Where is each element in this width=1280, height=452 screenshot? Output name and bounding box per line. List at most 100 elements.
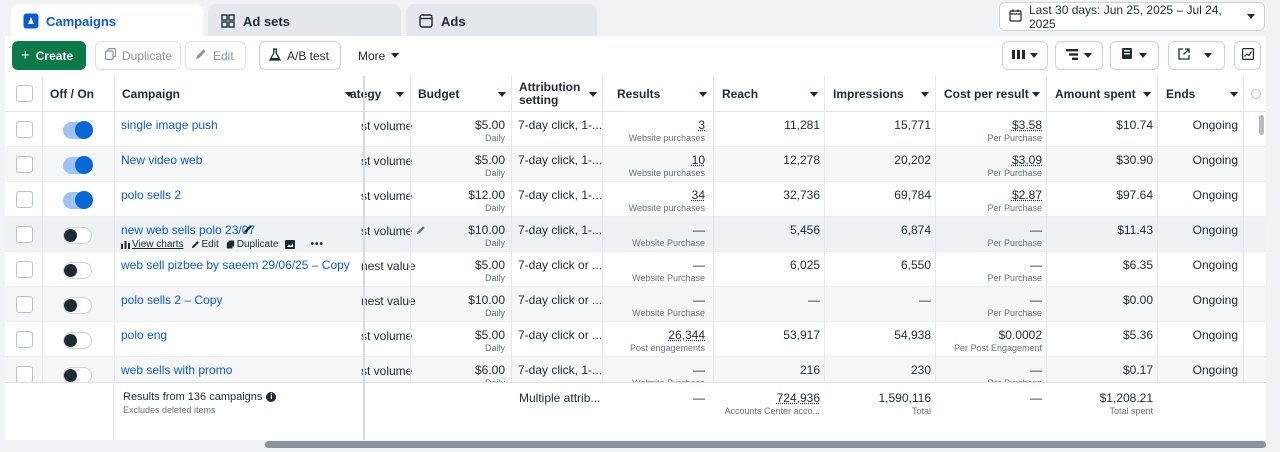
results-cell[interactable]: 10: [691, 153, 705, 167]
chevron-down-icon[interactable]: [589, 92, 597, 97]
chevron-down-icon[interactable]: [498, 92, 506, 97]
row-checkbox[interactable]: [16, 366, 33, 383]
table-row[interactable]: polo eng st volume $5.00 Daily 7-day click o…: [5, 322, 1266, 357]
campaign-name-link[interactable]: single image push: [121, 118, 218, 132]
budget-cell[interactable]: $10.00: [468, 293, 505, 307]
row-checkbox[interactable]: [16, 331, 33, 348]
header-budget[interactable]: Budget: [418, 86, 460, 101]
results-cell[interactable]: —: [693, 293, 705, 307]
cost-per-result-cell[interactable]: $0.0002: [998, 328, 1042, 342]
row-checkbox[interactable]: [16, 191, 33, 208]
edit-button[interactable]: Edit: [185, 41, 246, 70]
chevron-down-icon[interactable]: [1230, 92, 1238, 97]
header-attribution[interactable]: Attribution setting: [512, 76, 602, 112]
table-row[interactable]: new web sells polo 23/07 View charts Edit D…: [5, 217, 1266, 252]
header-bid-strategy[interactable]: ategy: [350, 86, 382, 101]
info-icon[interactable]: i: [266, 392, 277, 402]
campaign-toggle[interactable]: [63, 121, 93, 139]
cost-per-result-cell[interactable]: $3.09: [1011, 153, 1042, 167]
header-amount-spent[interactable]: Amount spent: [1055, 86, 1136, 101]
header-impressions[interactable]: Impressions: [833, 86, 904, 101]
chevron-down-icon[interactable]: [921, 92, 929, 97]
table-row[interactable]: polo sells 2 st volume $12.00 Daily 7-day cl…: [5, 182, 1266, 217]
header-ends[interactable]: Ends: [1166, 86, 1196, 101]
footer-reach[interactable]: 724,936: [776, 391, 820, 405]
campaign-name-link[interactable]: web sells with promo: [121, 363, 233, 377]
results-cell[interactable]: —: [693, 223, 705, 237]
budget-cell[interactable]: $6.00: [474, 363, 505, 377]
row-checkbox[interactable]: [16, 121, 33, 138]
chevron-down-icon[interactable]: [810, 92, 818, 97]
campaign-toggle[interactable]: [63, 297, 92, 314]
cost-per-result-cell[interactable]: —: [1030, 223, 1042, 237]
cost-per-result-cell[interactable]: —: [1030, 293, 1042, 307]
more-button[interactable]: More: [349, 41, 409, 70]
export-button[interactable]: [1168, 41, 1225, 70]
tab-ads[interactable]: Ads: [406, 4, 597, 38]
reports-button[interactable]: [1110, 41, 1159, 70]
campaign-toggle[interactable]: [63, 262, 92, 279]
budget-cell[interactable]: $5.00: [474, 153, 505, 167]
chevron-down-icon[interactable]: [1032, 92, 1040, 97]
pencil-icon[interactable]: [243, 223, 253, 237]
columns-button[interactable]: [1002, 41, 1048, 70]
cost-per-result-cell[interactable]: $2.87: [1011, 188, 1042, 202]
campaign-name-link[interactable]: polo eng: [121, 328, 168, 342]
breakdown-button[interactable]: [1055, 41, 1103, 70]
budget-cell[interactable]: $5.00: [474, 118, 505, 132]
campaign-toggle[interactable]: [63, 367, 92, 384]
chevron-down-icon[interactable]: [1143, 92, 1151, 97]
table-row[interactable]: web sell pizbee by saeem 29/06/25 – Copy…: [5, 252, 1266, 287]
cost-per-result-cell[interactable]: —: [1030, 363, 1042, 377]
vertical-scrollbar[interactable]: [1259, 115, 1264, 135]
results-cell[interactable]: —: [693, 258, 705, 272]
header-campaign[interactable]: Campaign: [122, 86, 181, 101]
cost-per-result-cell[interactable]: $3.58: [1011, 118, 1042, 132]
duplicate-button[interactable]: Duplicate: [95, 41, 181, 70]
header-reach[interactable]: Reach: [722, 86, 759, 101]
date-range-picker[interactable]: Last 30 days: Jun 25, 2025 – Jul 24, 202…: [999, 2, 1265, 31]
ab-test-button[interactable]: A/B test: [259, 41, 341, 70]
campaign-name-link[interactable]: polo sells 2: [121, 188, 182, 202]
horizontal-scrollbar[interactable]: [265, 441, 1266, 448]
row-checkbox[interactable]: [16, 261, 33, 278]
chevron-down-icon[interactable]: [345, 92, 353, 97]
row-checkbox[interactable]: [16, 156, 33, 173]
budget-cell[interactable]: $5.00: [474, 328, 505, 342]
results-cell[interactable]: 34: [691, 188, 705, 202]
more-options-icon[interactable]: •••: [310, 239, 324, 250]
campaign-toggle[interactable]: [63, 332, 92, 349]
tab-adsets[interactable]: Ad sets: [208, 4, 401, 38]
preview-icon[interactable]: [285, 240, 296, 249]
chevron-down-icon[interactable]: [396, 92, 404, 97]
row-checkbox[interactable]: [16, 226, 33, 243]
budget-cell[interactable]: $10.00: [468, 223, 505, 237]
chart-toggle-button[interactable]: [1234, 41, 1261, 70]
header-cost-per-result[interactable]: Cost per result: [944, 86, 1029, 101]
table-row[interactable]: single image push st volume $5.00 Daily 7-da…: [5, 112, 1266, 147]
header-results[interactable]: Results: [617, 86, 661, 101]
campaign-name-link[interactable]: new web sells polo 23/07: [121, 223, 256, 237]
results-cell[interactable]: 3: [698, 118, 705, 132]
row-duplicate-link[interactable]: Duplicate: [226, 239, 278, 250]
pencil-icon[interactable]: [416, 224, 426, 238]
create-button[interactable]: + Create: [12, 41, 86, 70]
header-off-on[interactable]: Off / On: [50, 86, 94, 101]
select-all-checkbox[interactable]: [16, 85, 33, 102]
row-edit-link[interactable]: Edit: [191, 239, 219, 250]
campaign-name-link[interactable]: web sell pizbee by saeem 29/06/25 – Copy: [121, 258, 350, 272]
campaign-name-link[interactable]: New video web: [121, 153, 203, 167]
campaign-toggle[interactable]: [63, 191, 93, 209]
tab-campaigns[interactable]: Campaigns: [11, 4, 203, 38]
chevron-down-icon[interactable]: [699, 92, 707, 97]
view-charts-link[interactable]: View charts: [121, 239, 184, 250]
row-checkbox[interactable]: [16, 296, 33, 313]
table-row[interactable]: polo sells 2 – Copy nest value $10.00 Daily…: [5, 287, 1266, 322]
cost-per-result-cell[interactable]: —: [1030, 258, 1042, 272]
add-column-icon[interactable]: [1251, 89, 1261, 99]
results-cell[interactable]: 26,344: [668, 328, 705, 342]
table-row[interactable]: New video web st volume $5.00 Daily 7-day cl…: [5, 147, 1266, 182]
results-cell[interactable]: —: [693, 363, 705, 377]
campaign-toggle[interactable]: [63, 227, 92, 244]
campaign-name-link[interactable]: polo sells 2 – Copy: [121, 293, 223, 307]
